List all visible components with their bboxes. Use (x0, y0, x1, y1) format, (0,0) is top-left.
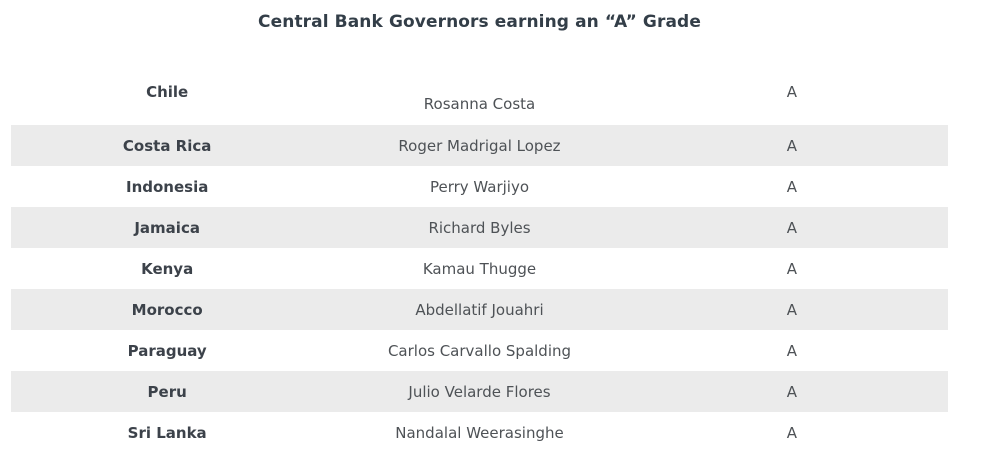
table-row: Paraguay Carlos Carvallo Spalding A (11, 330, 948, 371)
governor-cell: Perry Warjiyo (429, 177, 530, 196)
governor-cell: Julio Velarde Flores (408, 382, 551, 401)
country-cell: Kenya (141, 259, 194, 278)
governor-cell: Kamau Thugge (422, 259, 537, 278)
grade-cell: A (786, 382, 797, 401)
table-row: Kenya Kamau Thugge A (11, 248, 948, 289)
table-row: Chile Rosanna Costa A (11, 70, 948, 125)
table-row: Sri Lanka Nandalal Weerasinghe A (11, 412, 948, 453)
country-cell: Paraguay (127, 341, 207, 360)
table-row: Peru Julio Velarde Flores A (11, 371, 948, 412)
country-cell: Sri Lanka (127, 423, 207, 442)
country-cell: Indonesia (125, 177, 209, 196)
grade-cell: A (786, 341, 797, 360)
chart-container: Central Bank Governors earning an “A” Gr… (11, 0, 948, 453)
country-cell: Chile (146, 83, 189, 101)
governor-cell: Nandalal Weerasinghe (395, 423, 564, 442)
governor-cell: Roger Madrigal Lopez (398, 136, 561, 155)
table-row: Morocco Abdellatif Jouahri A (11, 289, 948, 330)
grade-cell: A (786, 423, 797, 442)
country-cell: Jamaica (134, 218, 200, 237)
grade-cell: A (786, 300, 797, 319)
governor-cell: Carlos Carvallo Spalding (387, 341, 572, 360)
grade-cell: A (786, 218, 797, 237)
table-row: Indonesia Perry Warjiyo A (11, 166, 948, 207)
grade-cell: A (786, 259, 797, 278)
grade-cell: A (786, 177, 797, 196)
country-cell: Peru (147, 382, 187, 401)
country-cell: Morocco (131, 300, 203, 319)
chart-title: Central Bank Governors earning an “A” Gr… (258, 12, 701, 32)
grade-cell: A (786, 136, 797, 155)
table-row: Jamaica Richard Byles A (11, 207, 948, 248)
governor-cell: Richard Byles (428, 218, 531, 237)
governor-cell: Abdellatif Jouahri (415, 300, 544, 319)
governors-table: Chile Rosanna Costa A Costa Rica Roger M… (11, 70, 948, 453)
grade-cell: A (786, 83, 797, 101)
governor-cell: Rosanna Costa (423, 95, 536, 113)
country-cell: Costa Rica (122, 136, 212, 155)
governors-table-body: Chile Rosanna Costa A Costa Rica Roger M… (11, 70, 948, 453)
table-row: Costa Rica Roger Madrigal Lopez A (11, 125, 948, 166)
